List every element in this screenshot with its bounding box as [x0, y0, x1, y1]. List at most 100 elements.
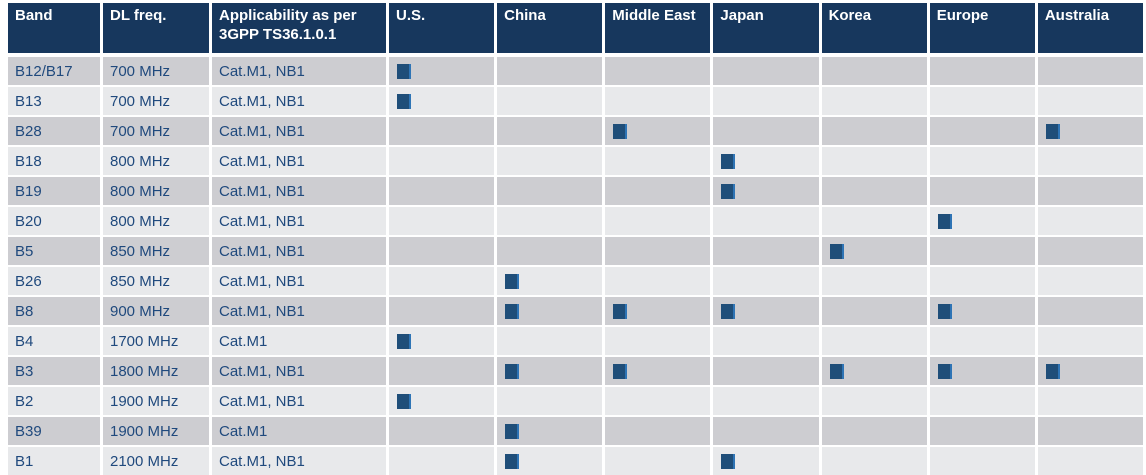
table-row: B3 1800 MHz Cat.M1, NB1	[8, 357, 1143, 385]
applicability-cell: Cat.M1, NB1	[212, 297, 386, 325]
region-cell-middle_east	[605, 267, 711, 295]
region-cell-japan	[713, 57, 819, 85]
region-cell-europe	[929, 117, 1035, 145]
region-cell-korea	[821, 327, 927, 355]
applicable-marker-icon	[937, 214, 952, 230]
region-cell-middle_east	[605, 57, 711, 85]
applicability-cell: Cat.M1, NB1	[212, 237, 386, 265]
applicable-marker-icon	[937, 304, 952, 320]
table-row: B19 800 MHz Cat.M1, NB1	[8, 177, 1143, 205]
region-cell-europe	[929, 207, 1035, 235]
band-cell: B12/B17	[8, 57, 100, 85]
region-cell-china	[497, 357, 603, 385]
region-cell-middle_east	[605, 297, 711, 325]
region-cell-china	[497, 177, 603, 205]
region-cell-middle_east	[605, 147, 711, 175]
header-row: Band DL freq. Applicability as per 3GPP TS…	[8, 3, 1143, 55]
region-cell-china	[497, 237, 603, 265]
region-cell-europe	[929, 177, 1035, 205]
table-row: B18 800 MHz Cat.M1, NB1	[8, 147, 1143, 175]
region-cell-japan	[713, 387, 819, 415]
band-cell: B13	[8, 87, 100, 115]
region-cell-europe	[929, 357, 1035, 385]
dl_freq-cell: 1800 MHz	[103, 357, 209, 385]
region-cell-us	[389, 207, 495, 235]
region-cell-australia	[1037, 327, 1143, 355]
region-cell-japan	[713, 417, 819, 445]
applicable-marker-icon	[721, 454, 736, 470]
dl_freq-cell: 800 MHz	[103, 177, 209, 205]
applicable-marker-icon	[613, 364, 628, 380]
applicable-marker-icon	[721, 154, 736, 170]
band-cell: B39	[8, 417, 100, 445]
region-cell-japan	[713, 267, 819, 295]
region-cell-korea	[821, 387, 927, 415]
applicability-cell: Cat.M1, NB1	[212, 117, 386, 145]
dl_freq-cell: 1900 MHz	[103, 417, 209, 445]
region-cell-korea	[821, 237, 927, 265]
region-cell-china	[497, 207, 603, 235]
region-cell-europe	[929, 297, 1035, 325]
region-cell-australia	[1037, 117, 1143, 145]
region-cell-australia	[1037, 417, 1143, 445]
region-cell-australia	[1037, 177, 1143, 205]
region-cell-middle_east	[605, 387, 711, 415]
region-cell-us	[389, 447, 495, 475]
region-cell-china	[497, 117, 603, 145]
region-cell-us	[389, 357, 495, 385]
table-row: B8 900 MHz Cat.M1, NB1	[8, 297, 1143, 325]
region-cell-us	[389, 57, 495, 85]
region-cell-australia	[1037, 147, 1143, 175]
band-cell: B1	[8, 447, 100, 475]
region-cell-china	[497, 447, 603, 475]
column-header-dl_freq: DL freq.	[103, 3, 209, 55]
table-row: B20 800 MHz Cat.M1, NB1	[8, 207, 1143, 235]
region-cell-australia	[1037, 207, 1143, 235]
applicable-marker-icon	[829, 364, 844, 380]
region-cell-us	[389, 387, 495, 415]
table-row: B39 1900 MHz Cat.M1	[8, 417, 1143, 445]
region-cell-korea	[821, 177, 927, 205]
dl_freq-cell: 1900 MHz	[103, 387, 209, 415]
region-cell-korea	[821, 57, 927, 85]
band-cell: B28	[8, 117, 100, 145]
region-cell-us	[389, 267, 495, 295]
applicability-cell: Cat.M1, NB1	[212, 147, 386, 175]
region-cell-korea	[821, 117, 927, 145]
dl_freq-cell: 800 MHz	[103, 147, 209, 175]
column-header-australia: Australia	[1037, 3, 1143, 55]
region-cell-middle_east	[605, 327, 711, 355]
region-cell-japan	[713, 327, 819, 355]
region-cell-japan	[713, 177, 819, 205]
region-cell-middle_east	[605, 117, 711, 145]
region-cell-australia	[1037, 447, 1143, 475]
region-cell-europe	[929, 237, 1035, 265]
region-cell-china	[497, 327, 603, 355]
band-cell: B5	[8, 237, 100, 265]
region-cell-europe	[929, 87, 1035, 115]
applicable-marker-icon	[613, 124, 628, 140]
lte-band-applicability-table: Band DL freq. Applicability as per 3GPP TS…	[5, 1, 1146, 475]
applicability-cell: Cat.M1	[212, 417, 386, 445]
dl_freq-cell: 1700 MHz	[103, 327, 209, 355]
region-cell-middle_east	[605, 447, 711, 475]
applicable-marker-icon	[937, 364, 952, 380]
band-cell: B19	[8, 177, 100, 205]
region-cell-korea	[821, 297, 927, 325]
applicable-marker-icon	[505, 274, 520, 290]
table-row: B2 1900 MHz Cat.M1, NB1	[8, 387, 1143, 415]
applicability-cell: Cat.M1, NB1	[212, 57, 386, 85]
region-cell-korea	[821, 417, 927, 445]
region-cell-korea	[821, 447, 927, 475]
region-cell-japan	[713, 237, 819, 265]
region-cell-europe	[929, 447, 1035, 475]
applicable-marker-icon	[397, 394, 411, 410]
applicability-cell: Cat.M1, NB1	[212, 87, 386, 115]
applicable-marker-icon	[397, 64, 411, 80]
region-cell-china	[497, 387, 603, 415]
region-cell-japan	[713, 147, 819, 175]
region-cell-us	[389, 237, 495, 265]
region-cell-china	[497, 297, 603, 325]
applicable-marker-icon	[1045, 124, 1060, 140]
region-cell-us	[389, 117, 495, 145]
